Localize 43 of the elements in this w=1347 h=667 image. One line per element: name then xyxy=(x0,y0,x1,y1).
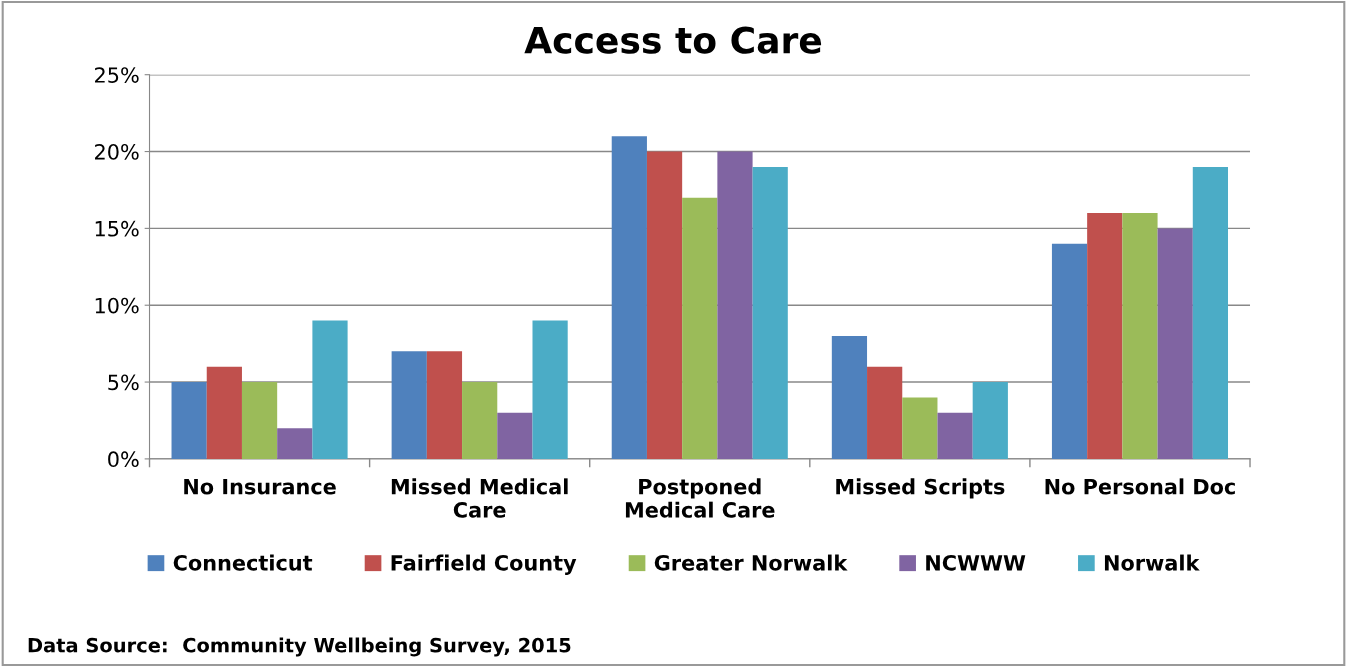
legend-label: Greater Norwalk xyxy=(654,554,848,571)
legend-label: Connecticut xyxy=(173,554,313,571)
bar xyxy=(972,382,1008,459)
y-tick-label: 15% xyxy=(95,220,139,237)
bar xyxy=(831,335,868,459)
y-tick-label: 0% xyxy=(108,451,139,468)
bar xyxy=(277,428,313,459)
x-tick-label: Missed Scripts xyxy=(836,478,1005,499)
bar xyxy=(206,366,242,459)
legend-label: NCWWW xyxy=(926,554,1026,571)
bar xyxy=(682,197,718,459)
bar xyxy=(1157,228,1193,459)
bar xyxy=(426,351,463,459)
source-note: Data Source: Community Wellbeing Survey, 2015 xyxy=(28,637,571,657)
bar xyxy=(532,320,568,459)
bar xyxy=(1192,166,1229,459)
bar xyxy=(937,412,973,459)
x-tick-label: Postponed Medical Care xyxy=(625,478,775,518)
bar xyxy=(1087,213,1123,459)
legend-label: Fairfield County xyxy=(391,554,577,575)
x-tick-label: No Personal Doc xyxy=(1045,478,1235,495)
y-tick-label: 25% xyxy=(95,67,139,83)
bar xyxy=(646,151,683,459)
bar xyxy=(752,166,788,459)
y-tick-label: 5% xyxy=(108,374,139,391)
x-tick-label: Missed Medical Care xyxy=(391,478,568,518)
bar xyxy=(867,366,903,459)
y-tick-label: 10% xyxy=(95,297,139,314)
bar xyxy=(611,136,647,459)
chart-title: Access to Care xyxy=(524,26,822,54)
bar xyxy=(717,151,753,459)
bar xyxy=(1051,243,1088,459)
y-tick-label: 20% xyxy=(95,144,139,160)
legend-label: Norwalk xyxy=(1104,554,1200,571)
bar xyxy=(902,397,938,459)
bar xyxy=(312,320,348,459)
bar xyxy=(1122,213,1158,459)
bar xyxy=(241,382,278,459)
bar xyxy=(391,351,427,459)
bar xyxy=(171,382,207,459)
bar xyxy=(497,412,533,459)
x-tick-label: No Insurance xyxy=(184,478,336,495)
bar xyxy=(462,382,498,459)
